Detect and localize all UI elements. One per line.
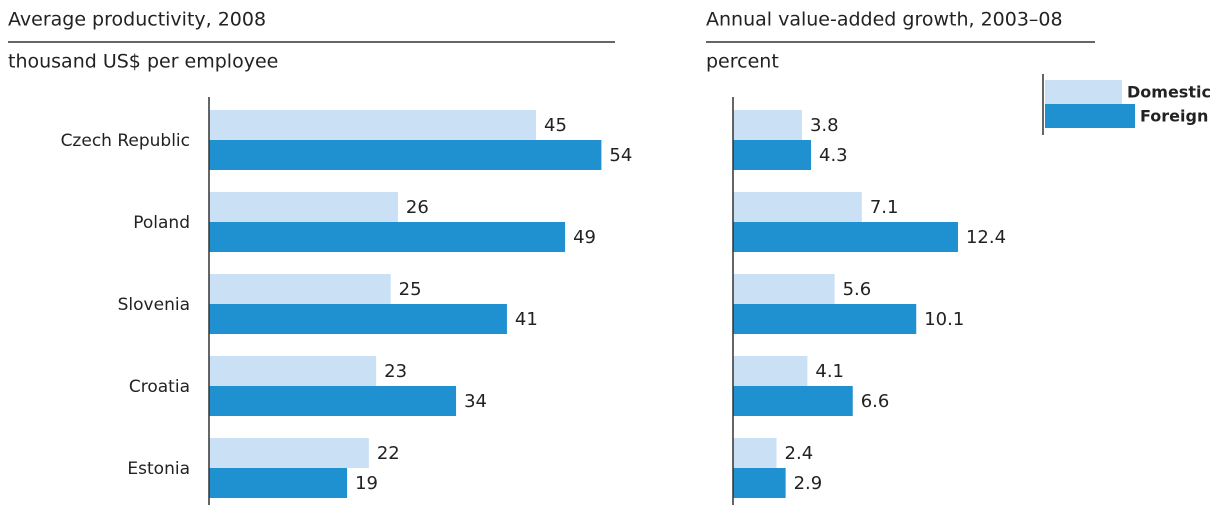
bar	[733, 438, 777, 468]
value-label: 10.1	[924, 309, 964, 330]
bar	[733, 386, 853, 416]
legend-label: Foreign	[1140, 107, 1208, 126]
bar	[209, 356, 377, 386]
value-label: 25	[399, 279, 422, 300]
bar	[209, 222, 566, 252]
category-label: Slovenia	[118, 295, 190, 315]
bar	[209, 304, 507, 334]
value-label: 41	[515, 309, 538, 330]
value-label: 5.6	[843, 279, 872, 300]
bar	[733, 274, 835, 304]
chart-subtitle: thousand US$ per employee	[8, 51, 278, 73]
value-label: 19	[355, 473, 378, 494]
category-label: Estonia	[127, 459, 190, 479]
value-label: 12.4	[966, 227, 1006, 248]
bar	[209, 140, 602, 170]
chart-title: Annual value-added growth, 2003–08	[706, 9, 1063, 31]
legend-swatch	[1045, 104, 1135, 128]
bar	[733, 468, 786, 498]
value-label: 34	[464, 391, 487, 412]
value-label: 2.9	[794, 473, 823, 494]
bar	[209, 274, 391, 304]
bar	[733, 222, 958, 252]
legend-swatch	[1045, 80, 1122, 104]
bar	[209, 468, 348, 498]
bar	[733, 192, 862, 222]
bar	[209, 386, 457, 416]
bar	[733, 356, 808, 386]
value-label: 7.1	[870, 197, 899, 218]
chart-subtitle: percent	[706, 51, 779, 73]
value-label: 45	[544, 115, 567, 136]
bar	[209, 438, 369, 468]
bar	[209, 192, 398, 222]
value-label: 6.6	[861, 391, 890, 412]
value-label: 54	[609, 145, 632, 166]
value-label: 4.3	[819, 145, 848, 166]
bar	[733, 140, 812, 170]
category-label: Croatia	[129, 377, 190, 397]
bar	[733, 304, 917, 334]
value-label: 2.4	[785, 443, 814, 464]
chart-title: Average productivity, 2008	[8, 9, 266, 31]
value-label: 26	[406, 197, 429, 218]
value-label: 23	[384, 361, 407, 382]
value-label: 4.1	[815, 361, 844, 382]
bar	[733, 110, 802, 140]
value-label: 22	[377, 443, 400, 464]
legend-label: Domestic	[1127, 83, 1211, 102]
category-label: Poland	[133, 213, 190, 233]
value-label: 3.8	[810, 115, 839, 136]
category-label: Czech Republic	[61, 131, 190, 151]
value-label: 49	[573, 227, 596, 248]
bar	[209, 110, 536, 140]
